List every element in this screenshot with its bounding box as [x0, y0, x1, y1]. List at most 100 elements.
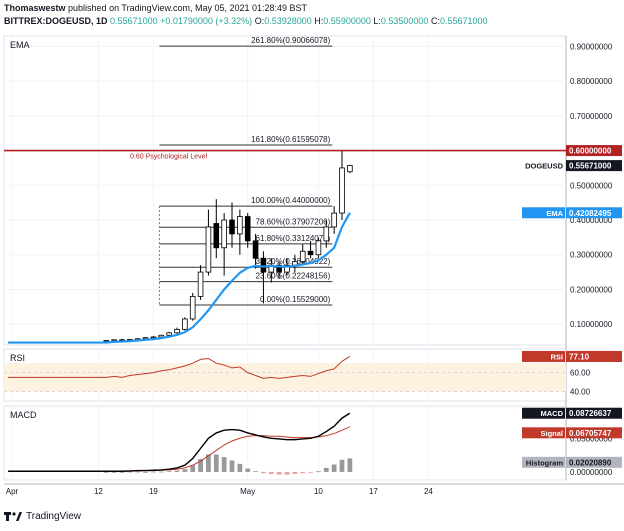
symbol-line: BITTREX:DOGEUSD, 1D 0.55671000 +0.017900…: [4, 16, 488, 26]
candle-body[interactable]: [299, 250, 306, 263]
time-axis-tick: 24: [424, 487, 433, 496]
histogram-bar: [127, 471, 133, 473]
histogram-bar: [284, 471, 290, 475]
price-axis-tick: 0.50000000: [570, 181, 613, 190]
candle-body[interactable]: [174, 328, 180, 334]
price-change: +0.01790000 (+3.32%): [160, 16, 253, 26]
tradingview-brand: TradingView: [26, 510, 82, 522]
histogram-bar: [316, 471, 321, 473]
histogram-bar: [339, 459, 345, 472]
candle-body[interactable]: [229, 219, 235, 235]
histogram-bar: [190, 465, 196, 472]
histogram-bar: [253, 471, 258, 473]
candle-body[interactable]: [331, 212, 337, 228]
candle-body[interactable]: [307, 250, 314, 256]
tag-value: 0.06705747: [569, 429, 612, 438]
dogeusd-tag: DOGEUSD 0.55671000: [522, 160, 622, 172]
candle-body[interactable]: [197, 271, 204, 297]
candle-body[interactable]: [323, 226, 330, 242]
tag-name: EMA: [546, 209, 563, 218]
candle-body[interactable]: [260, 257, 267, 273]
tag-value: 77.10: [569, 352, 590, 361]
tag-name-box: [522, 427, 565, 439]
ema-series: [8, 212, 351, 344]
tag-value: 0.55671000: [569, 162, 612, 171]
tag-value-box: [566, 407, 622, 419]
fib-level-label: 261.80%(0.90066078): [251, 36, 331, 45]
candle-body[interactable]: [339, 167, 345, 214]
fib-level-label: 61.80%(0.33124078): [256, 234, 331, 243]
candle-body[interactable]: [221, 219, 227, 249]
histogram-bar: [174, 470, 180, 472]
histogram-bar: [261, 471, 266, 474]
tag-value: 0.02020890: [569, 458, 612, 467]
symbol-name[interactable]: BITTREX:DOGEUSD, 1D: [4, 16, 108, 26]
tag-value-box: [566, 160, 622, 172]
tag-name-box: [522, 407, 565, 419]
macd-pane-frame: [3, 405, 567, 481]
tag-name: MACD: [541, 409, 564, 418]
macd-axis-tick: 0.00000000: [570, 468, 613, 477]
tag-value-box: [566, 145, 622, 157]
tag-name-box: [522, 456, 565, 468]
price-pane-frame: [3, 35, 567, 346]
rsi-tag: RSI 77.10: [522, 350, 622, 362]
histogram-bar: [198, 459, 203, 472]
tradingview-footer[interactable]: TradingView: [4, 510, 81, 522]
ema-pane-label: EMA: [10, 40, 30, 50]
candle-body[interactable]: [315, 240, 322, 256]
candle-body[interactable]: [347, 165, 353, 173]
author-name[interactable]: Thomaswestw: [4, 3, 66, 13]
histogram-bar: [119, 471, 125, 473]
tag-name: RSI: [550, 352, 563, 361]
histogram-bar: [221, 457, 227, 472]
candle-body[interactable]: [205, 226, 212, 273]
price-axis-tick: 0.40000000: [570, 216, 613, 225]
time-axis-tick: May: [240, 487, 255, 496]
candles[interactable]: [103, 150, 353, 342]
tag-value-box: [566, 350, 622, 362]
macd-pane-label: MACD: [10, 410, 37, 420]
candle-body[interactable]: [111, 339, 117, 342]
pane-labels: EMA RSI MACD: [10, 40, 37, 420]
candle-body[interactable]: [252, 240, 259, 259]
fib-level-label: 161.80%(0.61595078): [251, 135, 331, 144]
candle-body[interactable]: [244, 216, 251, 242]
macd-pane: [8, 412, 353, 475]
psych-level-label: 0.60 Psychological Level: [130, 154, 207, 161]
candle-body[interactable]: [182, 318, 188, 330]
price-axis-tick: 0.30000000: [570, 251, 613, 260]
time-axis[interactable]: Apr 12 19 May 10 17 24: [6, 487, 434, 496]
axis-tags: 0.60000000 DOGEUSD 0.55671000 EMA 0.42082495…: [522, 145, 622, 468]
close-value: 0.55671000: [439, 16, 488, 26]
macd-series: [8, 412, 351, 472]
published-text: published on TradingView.com, May 05, 20…: [68, 3, 308, 13]
tag-name-box: [522, 160, 565, 172]
tag-name: Histogram: [526, 458, 563, 467]
candle-body[interactable]: [213, 223, 220, 249]
macd-axis-tick: 0.05000000: [570, 434, 613, 443]
candle-body[interactable]: [276, 264, 282, 273]
last-price: 0.55671000: [110, 16, 158, 26]
candle-body[interactable]: [189, 295, 196, 320]
chart-header: Thomaswestw published on TradingView.com…: [4, 0, 620, 30]
price-axis-tick: 0.80000000: [570, 77, 613, 86]
tag-value: 0.42082495: [569, 209, 612, 218]
tag-value-box: [566, 207, 622, 219]
chart-canvas[interactable]: 261.80%(0.90066078) 161.80%(0.61595078) 10…: [0, 30, 624, 508]
histogram-bar: [229, 460, 235, 472]
price-axis-tick: 0.10000000: [570, 320, 613, 329]
candle-body[interactable]: [237, 216, 243, 235]
grid: [4, 36, 566, 480]
histogram-tag: Histogram 0.02020890: [522, 456, 622, 468]
candle-body[interactable]: [166, 332, 172, 336]
price-axis-tick: 0.90000000: [570, 42, 613, 51]
high-value: 0.55900000: [323, 16, 371, 26]
histogram-bar: [300, 471, 306, 474]
psychological-level[interactable]: 0.60 Psychological Level: [4, 149, 566, 161]
open-label: O:: [254, 16, 265, 26]
time-axis-tick: 12: [94, 487, 103, 496]
tag-name: DOGEUSD: [525, 162, 564, 171]
histogram-bar: [111, 471, 117, 473]
candle-body[interactable]: [284, 264, 290, 273]
